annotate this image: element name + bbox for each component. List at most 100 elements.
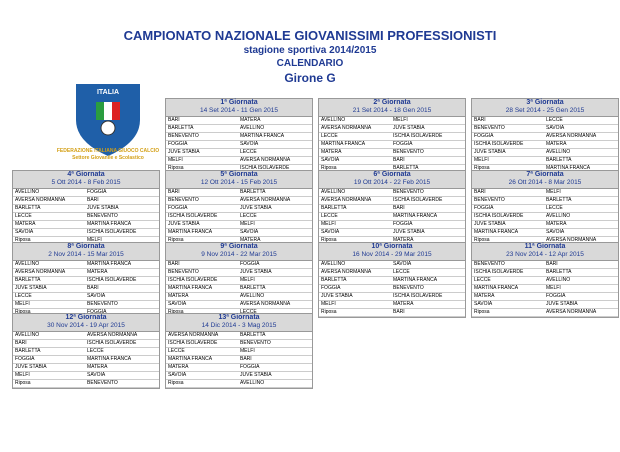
home-team: BARLETTA [168,125,194,131]
away-team: FOGGIA [546,293,566,299]
home-team: ISCHIA ISOLAVERDE [168,277,218,283]
home-team: MATERA [168,364,189,370]
match-row: MATERA AVELLINO [166,293,312,301]
round-header: 4ª Giornata 5 Ott 2014 - 8 Feb 2015 [13,171,159,189]
home-team: JUVE STABIA [168,221,200,227]
away-team: MATERA [546,141,567,147]
home-team: BENEVENTO [168,269,199,275]
away-team: MELFI [546,285,561,291]
away-team: JUVE STABIA [87,205,119,211]
home-team: Riposa [168,237,184,243]
match-row: BARLETTA AVELLINO [166,125,312,133]
round-title: 6ª Giornata [373,171,411,178]
home-team: LECCE [168,348,185,354]
match-row: BARI LECCE [472,117,618,125]
home-team: AVELLINO [15,261,40,267]
away-team: FOGGIA [393,141,413,147]
match-row: AVELLINO FOGGIA [13,189,159,197]
match-row: BARI FOGGIA [166,261,312,269]
match-row: BARLETTA LECCE [13,348,159,356]
match-row: Riposa AVERSA NORMANNA [472,309,618,317]
match-row: Riposa AVELLINO [166,380,312,388]
home-team: BENEVENTO [474,125,505,131]
away-team: SAVOIA [240,141,259,147]
match-row: SAVOIA BARI [319,157,465,165]
match-row: SAVOIA JUVE STABIA [319,229,465,237]
round-dates: 14 Set 2014 - 11 Gen 2015 [200,107,278,114]
away-team: MARTINA FRANCA [393,213,438,219]
away-team: MELFI [240,221,255,227]
away-team: BARI [546,261,558,267]
round-card: 3ª Giornata 28 Set 2014 - 25 Gen 2015 BARI… [471,98,619,174]
match-row: LECCE BENEVENTO [13,213,159,221]
away-team: AVERSA NORMANNA [546,133,597,139]
round-card: 12ª Giornata 30 Nov 2014 - 19 Apr 2015 AVE… [12,313,160,389]
away-team: SAVOIA [393,261,412,267]
match-row: BENEVENTO JUVE STABIA [166,269,312,277]
match-row: BARLETTA ISCHIA ISOLAVERDE [13,277,159,285]
away-team: AVERSA NORMANNA [240,157,291,163]
match-row: MARTINA FRANCA SAVOIA [166,229,312,237]
round-dates: 2 Nov 2014 - 15 Mar 2015 [48,251,124,258]
away-team: JUVE STABIA [393,125,425,131]
away-team: ISCHIA ISOLAVERDE [87,229,137,235]
away-team: BARI [87,197,99,203]
away-team: LECCE [240,309,257,315]
away-team: ISCHIA ISOLAVERDE [393,293,443,299]
away-team: FOGGIA [393,221,413,227]
round-header: 3ª Giornata 28 Set 2014 - 25 Gen 2015 [472,99,618,117]
match-row: LECCE MARTINA FRANCA [319,213,465,221]
round-title: 3ª Giornata [526,99,564,106]
match-row: ISCHIA ISOLAVERDE AVELLINO [472,213,618,221]
round-title: 9ª Giornata [220,243,258,250]
away-team: MARTINA FRANCA [240,133,285,139]
match-row: JUVE STABIA LECCE [166,149,312,157]
home-team: BARLETTA [321,205,347,211]
round-header: 2ª Giornata 21 Set 2014 - 18 Gen 2015 [319,99,465,117]
match-row: ISCHIA ISOLAVERDE BENEVENTO [166,340,312,348]
away-team: BARLETTA [546,157,572,163]
flag [96,102,104,120]
match-row: BARI MELFI [472,189,618,197]
match-row: SAVOIA ISCHIA ISOLAVERDE [13,229,159,237]
round-card: 7ª Giornata 26 Ott 2014 - 8 Mar 2015 BARI M… [471,170,619,246]
round-card: 6ª Giornata 19 Ott 2014 - 22 Feb 2015 AVEL… [318,170,466,246]
home-team: AVERSA NORMANNA [321,197,372,203]
away-team: AVELLINO [546,213,571,219]
home-team: BARI [15,340,27,346]
home-team: LECCE [15,213,32,219]
away-team: MATERA [546,221,567,227]
match-row: MATERA BENEVENTO [319,149,465,157]
match-row: AVERSA NORMANNA LECCE [319,269,465,277]
logo-country: ITALIA [97,89,119,96]
away-team: MELFI [87,237,102,243]
ball [100,120,116,136]
round-title: 1ª Giornata [220,99,258,106]
away-team: AVERSA NORMANNA [240,301,291,307]
round-header: 6ª Giornata 19 Ott 2014 - 22 Feb 2015 [319,171,465,189]
match-row: AVELLINO MARTINA FRANCA [13,261,159,269]
round-dates: 5 Ott 2014 - 8 Feb 2015 [51,179,121,186]
round-title: 12ª Giornata [65,314,107,321]
away-team: JUVE STABIA [546,301,578,307]
home-team: MARTINA FRANCA [168,285,213,291]
home-team: BARI [474,117,486,123]
match-row: LECCE SAVOIA [13,293,159,301]
away-team: JUVE STABIA [393,229,425,235]
home-team: MARTINA FRANCA [168,229,213,235]
home-team: MATERA [168,293,189,299]
match-row: LECCE MELFI [166,348,312,356]
title: CAMPIONATO NAZIONALE GIOVANISSIMI PROFES… [123,28,497,43]
match-row: AVERSA NORMANNA MATERA [13,269,159,277]
away-team: ISCHIA ISOLAVERDE [87,277,137,283]
round-card: 8ª Giornata 2 Nov 2014 - 15 Mar 2015 AVELL… [12,242,160,318]
away-team: BARLETTA [240,285,266,291]
away-team: MELFI [240,277,255,283]
match-row: MATERA MARTINA FRANCA [13,221,159,229]
round-card: 4ª Giornata 5 Ott 2014 - 8 Feb 2015 AVELLI… [12,170,160,246]
season: stagione sportiva 2014/2015 [243,45,377,56]
round-title: 5ª Giornata [220,171,258,178]
home-team: ISCHIA ISOLAVERDE [168,340,218,346]
match-row: SAVOIA JUVE STABIA [166,372,312,380]
match-row: JUVE STABIA MATERA [472,221,618,229]
